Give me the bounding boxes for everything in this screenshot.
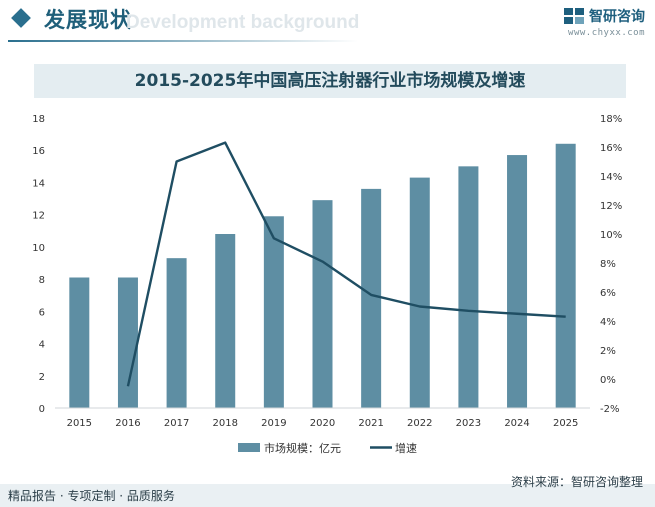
x-tick: 2021 xyxy=(358,418,383,429)
y-left-tick: 2 xyxy=(39,372,45,383)
y-right-tick: 0% xyxy=(600,375,616,386)
x-tick: 2018 xyxy=(213,418,238,429)
brand-name: 智研咨询 xyxy=(589,9,645,25)
footer-bar xyxy=(0,484,655,507)
source-note: 资料来源：智研咨询整理 xyxy=(510,475,643,489)
bar xyxy=(361,188,382,408)
bar xyxy=(117,277,138,408)
bar xyxy=(69,277,90,408)
y-right-tick: 6% xyxy=(600,288,616,299)
x-tick: 2022 xyxy=(407,418,432,429)
x-tick: 2020 xyxy=(310,418,335,429)
y-left-tick: 6 xyxy=(39,307,45,318)
y-right-tick: 14% xyxy=(600,172,622,183)
x-tick: 2024 xyxy=(504,418,529,429)
x-tick: 2015 xyxy=(67,418,92,429)
page-title: 发展现状 xyxy=(44,8,132,32)
brand-url: www.chyxx.com xyxy=(568,28,645,38)
title-underline xyxy=(8,40,358,42)
x-tick: 2025 xyxy=(553,418,578,429)
bar xyxy=(409,177,430,408)
logo-icon xyxy=(564,8,584,24)
y-left-tick: 8 xyxy=(39,275,45,286)
bar xyxy=(458,166,479,408)
x-tick: 2017 xyxy=(164,418,189,429)
y-right-tick: 18% xyxy=(600,114,622,125)
y-right-tick: 8% xyxy=(600,259,616,270)
y-left-tick: 10 xyxy=(32,243,45,254)
bar xyxy=(507,155,528,408)
y-right-tick: -2% xyxy=(600,404,619,415)
chart-title: 2015-2025年中国高压注射器行业市场规模及增速 xyxy=(34,64,626,98)
legend-bar-swatch xyxy=(238,443,260,452)
y-right-tick: 4% xyxy=(600,317,616,328)
header: 发展现状 Development background 智研咨询 www.chy… xyxy=(0,0,655,48)
y-left-tick: 0 xyxy=(39,404,45,415)
x-tick: 2016 xyxy=(115,418,140,429)
bar xyxy=(555,143,576,408)
ghost-text: Development background xyxy=(126,12,360,33)
y-right-tick: 12% xyxy=(600,201,622,212)
y-left-tick: 12 xyxy=(32,211,45,222)
bar xyxy=(263,216,284,408)
y-left-tick: 16 xyxy=(32,146,45,157)
bar xyxy=(312,200,333,408)
y-right-tick: 16% xyxy=(600,143,622,154)
legend-bar-label: 市场规模：亿元 xyxy=(264,441,341,455)
bar xyxy=(215,234,236,408)
brand: 智研咨询 www.chyxx.com xyxy=(563,5,645,38)
y-right-tick: 10% xyxy=(600,230,622,241)
y-left-tick: 18 xyxy=(32,114,45,125)
footer-tagline: 精品报告 · 专项定制 · 品质服务 xyxy=(8,489,175,503)
growth-line xyxy=(126,141,566,387)
x-tick: 2023 xyxy=(456,418,481,429)
y-right-tick: 2% xyxy=(600,346,616,357)
y-left-tick: 14 xyxy=(32,178,45,189)
bar xyxy=(166,258,187,408)
y-left-tick: 4 xyxy=(39,340,45,351)
legend-line-label: 增速 xyxy=(395,441,417,455)
x-tick: 2019 xyxy=(261,418,286,429)
